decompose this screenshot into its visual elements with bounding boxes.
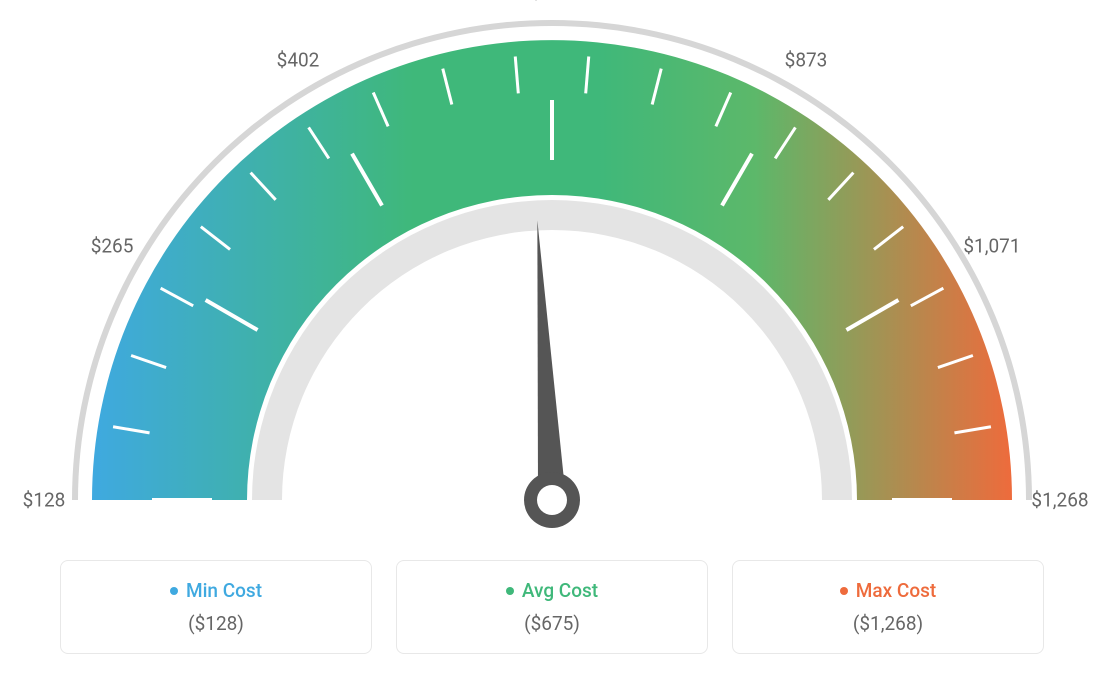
gauge-tick-label: $873	[785, 49, 828, 72]
max-label-text: Max Cost	[856, 579, 936, 602]
gauge-tick-label: $1,071	[963, 235, 1020, 258]
gauge-tick-label: $1,268	[1031, 489, 1088, 512]
summary-label-min: Min Cost	[81, 579, 351, 602]
avg-label-text: Avg Cost	[522, 579, 598, 602]
summary-row: Min Cost ($128) Avg Cost ($675) Max Cost…	[40, 560, 1064, 654]
dot-icon	[840, 587, 848, 595]
min-label-text: Min Cost	[186, 579, 262, 602]
gauge-tick-label: $675	[531, 0, 574, 4]
min-value-text: ($128)	[81, 612, 351, 635]
summary-card-min: Min Cost ($128)	[60, 560, 372, 654]
summary-card-avg: Avg Cost ($675)	[396, 560, 708, 654]
dot-icon	[170, 587, 178, 595]
max-value-text: ($1,268)	[753, 612, 1023, 635]
summary-card-max: Max Cost ($1,268)	[732, 560, 1044, 654]
gauge-tick-label: $265	[91, 235, 134, 258]
gauge-tick-label: $128	[23, 489, 66, 512]
summary-label-avg: Avg Cost	[417, 579, 687, 602]
dot-icon	[506, 587, 514, 595]
gauge-chart-container: $128 $265 $402 $675 $873 $1,071 $1,268 Min Cos…	[0, 0, 1104, 690]
summary-label-max: Max Cost	[753, 579, 1023, 602]
gauge-svg	[40, 20, 1064, 560]
gauge-tick-label: $402	[277, 49, 320, 72]
gauge-area: $128$265$402$675$873$1,071$1,268	[40, 20, 1064, 560]
avg-value-text: ($675)	[417, 612, 687, 635]
